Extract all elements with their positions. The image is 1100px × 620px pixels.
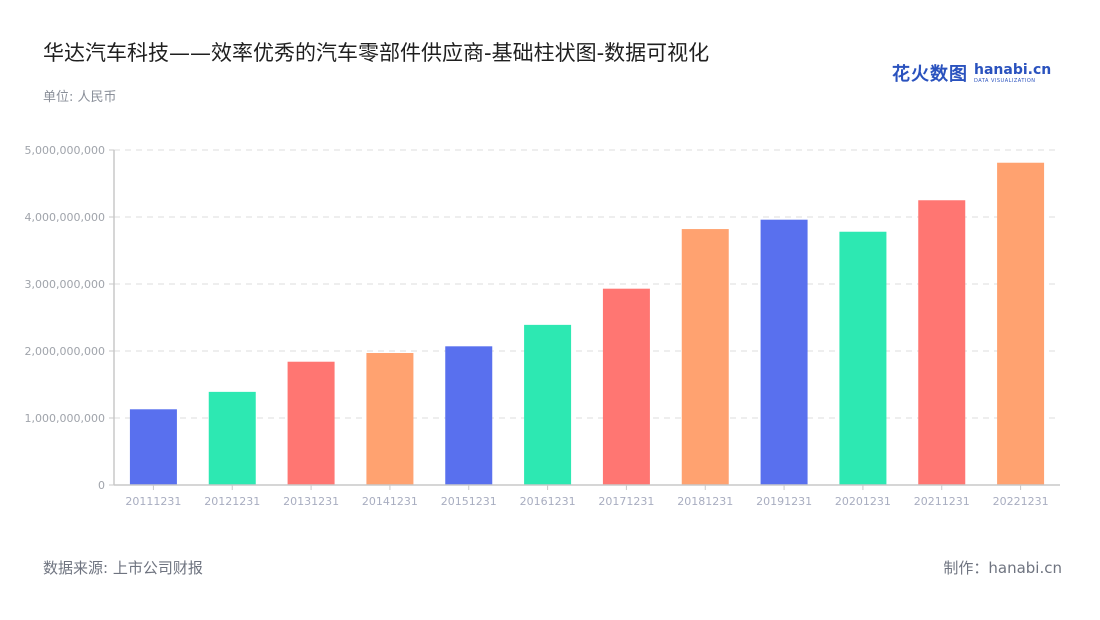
y-tick-label: 0 [98, 479, 105, 492]
bar-20221231[interactable] [997, 162, 1045, 486]
x-axis: 20111231 20121231 20131231 20141231 20151231… [114, 484, 1060, 508]
bar-20141231[interactable] [366, 353, 414, 485]
x-tick-label: 20181231 [677, 495, 733, 508]
bars [129, 162, 1045, 486]
chart-title: 华达汽车科技——效率优秀的汽车零部件供应商-基础柱状图-数据可视化 [43, 41, 710, 65]
x-tick-label: 20151231 [441, 495, 497, 508]
x-tick-label: 20201231 [835, 495, 891, 508]
bar-20131231[interactable] [287, 361, 335, 485]
x-tick-label: 20111231 [125, 495, 181, 508]
maker-credit: 制作：hanabi.cn [943, 559, 1062, 577]
x-tick-label: 20171231 [598, 495, 654, 508]
y-axis: 0 1,000,000,000 2,000,000,000 3,000,000,000… [25, 144, 115, 492]
x-tick-label: 20131231 [283, 495, 339, 508]
bar-20111231[interactable] [129, 409, 177, 485]
x-tick-label: 20121231 [204, 495, 260, 508]
y-tick-label: 1,000,000,000 [25, 412, 105, 425]
bar-20201231[interactable] [839, 231, 887, 485]
bar-20151231[interactable] [445, 346, 493, 485]
bar-20171231[interactable] [602, 288, 650, 485]
logo-sub-text: DATA VISUALIZATION [974, 77, 1036, 84]
brand-logo[interactable]: 花火数图 hanabi.cn DATA VISUALIZATION [892, 60, 1051, 86]
x-tick-label: 20191231 [756, 495, 812, 508]
y-tick-label: 3,000,000,000 [25, 278, 105, 291]
logo-en-block: hanabi.cn DATA VISUALIZATION [974, 63, 1051, 84]
y-tick-label: 4,000,000,000 [25, 211, 105, 224]
data-source: 数据来源: 上市公司财报 [43, 559, 203, 577]
bar-20161231[interactable] [524, 324, 572, 485]
bar-20181231[interactable] [681, 229, 729, 485]
x-tick-label: 20161231 [520, 495, 576, 508]
bar-20191231[interactable] [760, 219, 808, 485]
y-tick-label: 2,000,000,000 [25, 345, 105, 358]
x-tick-label: 20211231 [914, 495, 970, 508]
unit-label: 单位: 人民币 [43, 90, 117, 105]
y-tick-label: 5,000,000,000 [25, 144, 105, 157]
x-tick-label: 20141231 [362, 495, 418, 508]
x-tick-label: 20221231 [993, 495, 1049, 508]
grid-lines [114, 149, 1060, 419]
bar-20121231[interactable] [208, 391, 256, 485]
bar-20211231[interactable] [918, 200, 966, 485]
logo-en-text: hanabi.cn [974, 61, 1052, 78]
logo-cn-text: 花火数图 [892, 64, 968, 85]
